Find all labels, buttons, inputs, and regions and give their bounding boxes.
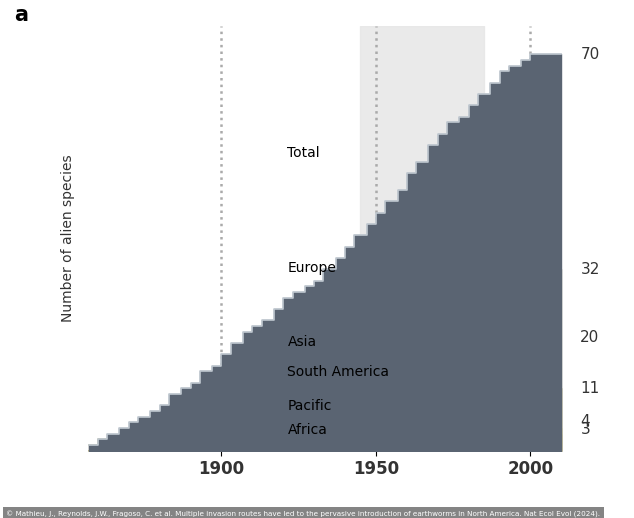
Text: 11: 11 — [580, 381, 600, 396]
Text: Africa: Africa — [287, 423, 327, 437]
Text: Europe: Europe — [287, 261, 336, 275]
Y-axis label: Number of alien species: Number of alien species — [61, 154, 75, 322]
Text: © Mathieu, J., Reynolds, J.W., Fragoso, C. et al. Multiple invasion routes have : © Mathieu, J., Reynolds, J.W., Fragoso, … — [6, 511, 600, 518]
Text: 3: 3 — [580, 422, 590, 437]
Text: 32: 32 — [580, 262, 600, 277]
Text: Total: Total — [287, 146, 320, 161]
Text: 20: 20 — [580, 330, 600, 345]
Text: 4: 4 — [580, 414, 590, 429]
Text: South America: South America — [287, 365, 389, 379]
Text: 70: 70 — [580, 47, 600, 62]
Bar — [361, 26, 484, 451]
Text: Asia: Asia — [287, 335, 316, 349]
Text: a: a — [14, 5, 28, 25]
Text: Pacific: Pacific — [287, 399, 332, 413]
